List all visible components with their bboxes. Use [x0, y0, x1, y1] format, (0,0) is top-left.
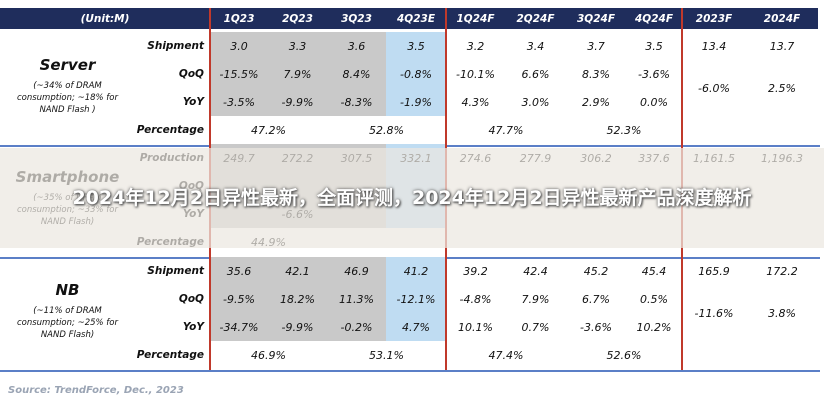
cell: 8.4%	[327, 60, 386, 88]
overlay-title: 2024年12月2日异性最新，全面评测，2024年12月2日异性最新产品深度解析	[72, 187, 752, 209]
overlay-banner: 2024年12月2日异性最新，全面评测，2024年12月2日异性最新产品深度解析	[0, 148, 824, 248]
cell: -3.5%	[210, 88, 268, 116]
row-label: Shipment	[147, 40, 204, 52]
section-note: (~11% of DRAM consumption; ~25% for NAND…	[16, 306, 118, 340]
cell: 3.6	[327, 32, 386, 60]
cell: -1.9%	[386, 88, 446, 116]
section-note: (~34% of DRAM consumption; ~18% for NAND…	[16, 81, 118, 115]
cell: 3.7	[587, 39, 605, 53]
cell: 39.2	[463, 264, 488, 278]
cell: 0.5%	[640, 292, 668, 306]
column-header: 1Q24F	[446, 8, 505, 29]
cell: 3.5	[645, 39, 663, 53]
cell: -12.1%	[386, 285, 446, 313]
unit-label: (Unit:M)	[0, 8, 210, 29]
section-name: Server	[39, 56, 96, 74]
cell: 0.7%	[521, 320, 550, 334]
year-cell: 2.5%	[768, 81, 796, 95]
cell: -0.8%	[386, 60, 446, 88]
source: Source: TrendForce, Dec., 2023	[8, 385, 184, 396]
cell: 4.3%	[461, 95, 490, 109]
column-header: 3Q23	[327, 8, 386, 29]
cell: 0.0%	[640, 95, 668, 109]
row-label: QoQ	[178, 293, 204, 305]
row-label: Shipment	[147, 265, 204, 277]
row-label: YoY	[182, 321, 204, 333]
cell: -4.8%	[459, 292, 492, 306]
section-name: NB	[55, 281, 80, 299]
row-label: QoQ	[178, 68, 204, 80]
column-header: 4Q23E	[386, 8, 446, 29]
column-header: 2Q23	[268, 8, 327, 29]
cell: 2.9%	[582, 95, 610, 109]
percentage-cell: 47.7%	[488, 123, 524, 137]
year-cell: 172.2	[766, 264, 798, 278]
cell: 45.2	[583, 264, 609, 278]
column-header: 2Q24F	[505, 8, 566, 29]
column-header: 2023F	[682, 8, 746, 29]
percentage-cell: 53.1%	[369, 348, 404, 362]
cell: 3.0	[210, 32, 268, 60]
column-header: 3Q24F	[566, 8, 626, 29]
cell: 35.6	[210, 257, 268, 285]
cell: 10.2%	[636, 320, 672, 334]
row-label: Percentage	[136, 349, 204, 361]
cell: 3.4	[526, 39, 545, 53]
section-divider	[0, 370, 820, 372]
cell: -0.2%	[327, 313, 386, 341]
percentage-cell: 46.9%	[251, 348, 286, 362]
cell: 46.9	[327, 257, 386, 285]
percentage-cell: 52.6%	[606, 348, 642, 362]
column-header: 1Q23	[210, 8, 268, 29]
percentage-cell: 47.4%	[488, 348, 524, 362]
column-header: 4Q24F	[626, 8, 682, 29]
cell: -8.3%	[327, 88, 386, 116]
cell: 7.9%	[521, 292, 550, 306]
cell: 6.6%	[521, 67, 550, 81]
year-cell: 3.8%	[768, 306, 796, 320]
percentage-cell: 52.8%	[369, 123, 404, 137]
cell: -34.7%	[210, 313, 268, 341]
cell: 4.7%	[386, 313, 446, 341]
row-label: Percentage	[136, 124, 204, 136]
cell: 3.2	[466, 39, 485, 53]
year-cell: 13.4	[701, 39, 727, 53]
cell: 7.9%	[268, 60, 327, 88]
cell: -15.5%	[210, 60, 268, 88]
cell: -3.6%	[638, 67, 670, 81]
cell: 10.1%	[458, 320, 493, 334]
year-cell: -6.0%	[698, 81, 730, 95]
cell: -9.9%	[268, 88, 327, 116]
cell: 45.4	[641, 264, 667, 278]
cell: 3.0%	[521, 95, 550, 109]
cell: 11.3%	[327, 285, 386, 313]
year-cell: 165.9	[698, 264, 730, 278]
year-cell: -11.6%	[694, 306, 734, 320]
cell: -9.9%	[268, 313, 327, 341]
cell: 8.3%	[582, 67, 610, 81]
cell: 3.5	[386, 32, 446, 60]
row-label: YoY	[182, 96, 204, 108]
cell: 42.4	[523, 264, 548, 278]
cell: 6.7%	[582, 292, 610, 306]
year-cell: 13.7	[769, 39, 795, 53]
cell: -3.6%	[580, 320, 612, 334]
cell: 3.3	[268, 32, 327, 60]
cell: 18.2%	[268, 285, 327, 313]
cell: -9.5%	[210, 285, 268, 313]
percentage-cell: 47.2%	[251, 123, 286, 137]
percentage-cell: 52.3%	[606, 123, 642, 137]
cell: 42.1	[268, 257, 327, 285]
column-header: 2024F	[746, 8, 818, 29]
cell: -10.1%	[456, 67, 495, 81]
cell: 41.2	[386, 257, 446, 285]
